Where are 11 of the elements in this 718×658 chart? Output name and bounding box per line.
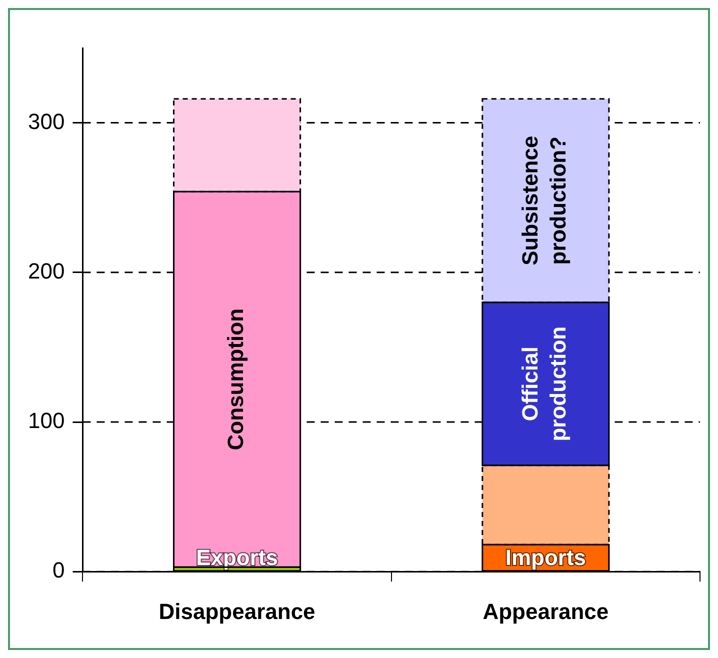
y-tick-label: 200	[28, 258, 65, 284]
y-tick-label: 100	[28, 408, 65, 434]
series-label: Subsistence production?	[518, 136, 571, 266]
y-tick-label: 300	[28, 108, 65, 134]
series-label: Consumption	[223, 308, 248, 450]
y-tick-label: 0	[52, 558, 65, 583]
series-label: Official production	[518, 326, 571, 442]
series-label: Imports	[505, 544, 586, 570]
x-tick-label: Disappearance	[158, 598, 316, 624]
x-tick-label: Appearance	[482, 598, 609, 624]
series-label: Exports	[196, 544, 278, 570]
